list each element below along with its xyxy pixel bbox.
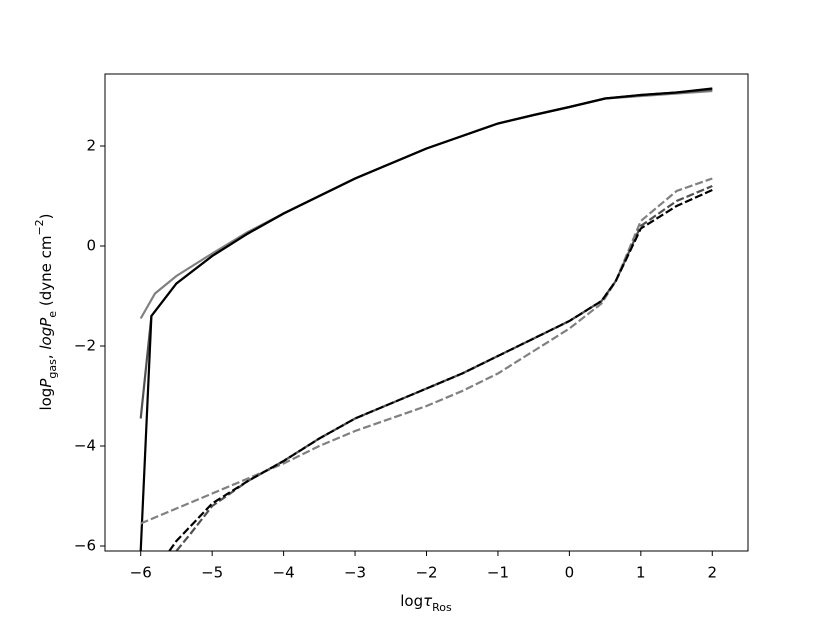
- y-tick-label: 2: [86, 137, 96, 155]
- pe-line: [168, 188, 713, 551]
- label-part: ,: [37, 350, 55, 360]
- x-axis-label: logτRos: [400, 592, 452, 614]
- pe-line: [140, 177, 713, 525]
- label-part: log: [400, 592, 423, 610]
- pgas-line: [139, 89, 713, 320]
- x-tick-label: 1: [636, 564, 646, 582]
- label-part: log: [37, 388, 55, 411]
- plot-lines: [139, 87, 713, 551]
- x-tick-label: −2: [415, 564, 437, 582]
- y-axis-label: logPgas, logPe (dyne cm−2): [33, 213, 59, 410]
- y-tick-label: −2: [74, 337, 96, 355]
- x-tick-label: −6: [130, 564, 152, 582]
- label-part: e: [46, 311, 59, 318]
- x-tick-label: −4: [273, 564, 295, 582]
- label-part: (dyne cm: [37, 236, 55, 311]
- label-part: ): [37, 213, 55, 219]
- y-tick-label: 0: [86, 237, 96, 255]
- x-tick-label: −3: [344, 564, 366, 582]
- x-tick-label: 0: [565, 564, 575, 582]
- x-tick-label: −1: [487, 564, 509, 582]
- x-tick-label: 2: [708, 564, 718, 582]
- y-tick-label: −4: [74, 437, 96, 455]
- x-tick-label: −5: [201, 564, 223, 582]
- pgas-line: [139, 87, 713, 551]
- label-part: −2: [33, 219, 46, 235]
- y-tick-label: −6: [74, 537, 96, 555]
- label-part: gas: [46, 359, 59, 379]
- label-part: Ros: [432, 601, 452, 614]
- label-part: τ: [423, 592, 433, 610]
- plot-frame: [104, 73, 749, 552]
- pe-line: [175, 184, 713, 551]
- label-part: P: [37, 378, 55, 388]
- label-part: logP: [37, 317, 55, 350]
